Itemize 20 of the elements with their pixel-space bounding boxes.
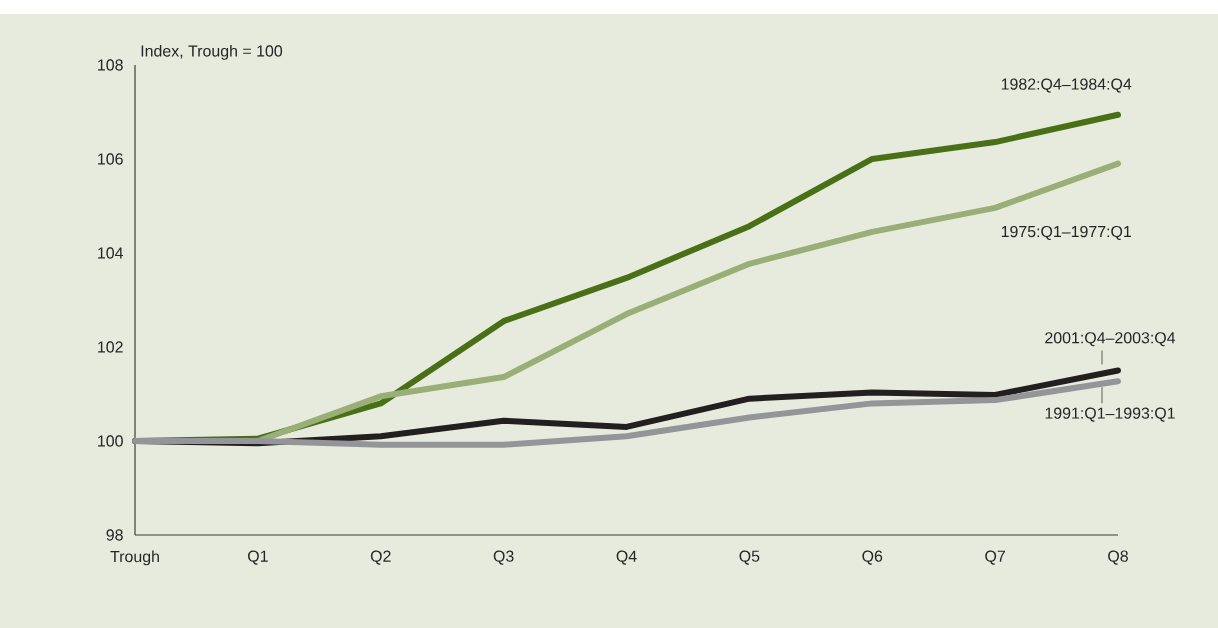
y-axis-title: Index, Trough = 100 bbox=[141, 44, 283, 60]
y-tick-label: 104 bbox=[98, 247, 124, 259]
y-tick-label: 106 bbox=[98, 153, 123, 165]
x-tick-label: Q4 bbox=[616, 550, 637, 565]
series-label: 1982:Q4–1984:Q4 bbox=[1001, 78, 1132, 93]
x-tick-label: Q8 bbox=[1108, 550, 1128, 565]
y-tick-label: 100 bbox=[98, 435, 123, 447]
y-tick-label: 98 bbox=[106, 529, 123, 541]
series-label: 1991:Q1–1993:Q1 bbox=[1045, 407, 1175, 422]
x-tick-label: Q1 bbox=[248, 550, 268, 565]
x-tick-label: Trough bbox=[110, 550, 159, 566]
y-tick-label: 102 bbox=[98, 341, 123, 353]
series-label: 1975:Q1–1977:Q1 bbox=[1001, 225, 1132, 241]
y-tick-label: 108 bbox=[98, 59, 123, 71]
x-tick-label: Q6 bbox=[862, 550, 883, 565]
x-tick-label: Q7 bbox=[985, 550, 1005, 565]
x-tick-label: Q5 bbox=[739, 550, 760, 565]
text: 2001:Q4–2003:Q4 bbox=[1045, 332, 1176, 347]
x-tick-label: Q2 bbox=[370, 550, 391, 565]
x-tick-label: Q3 bbox=[493, 550, 514, 565]
